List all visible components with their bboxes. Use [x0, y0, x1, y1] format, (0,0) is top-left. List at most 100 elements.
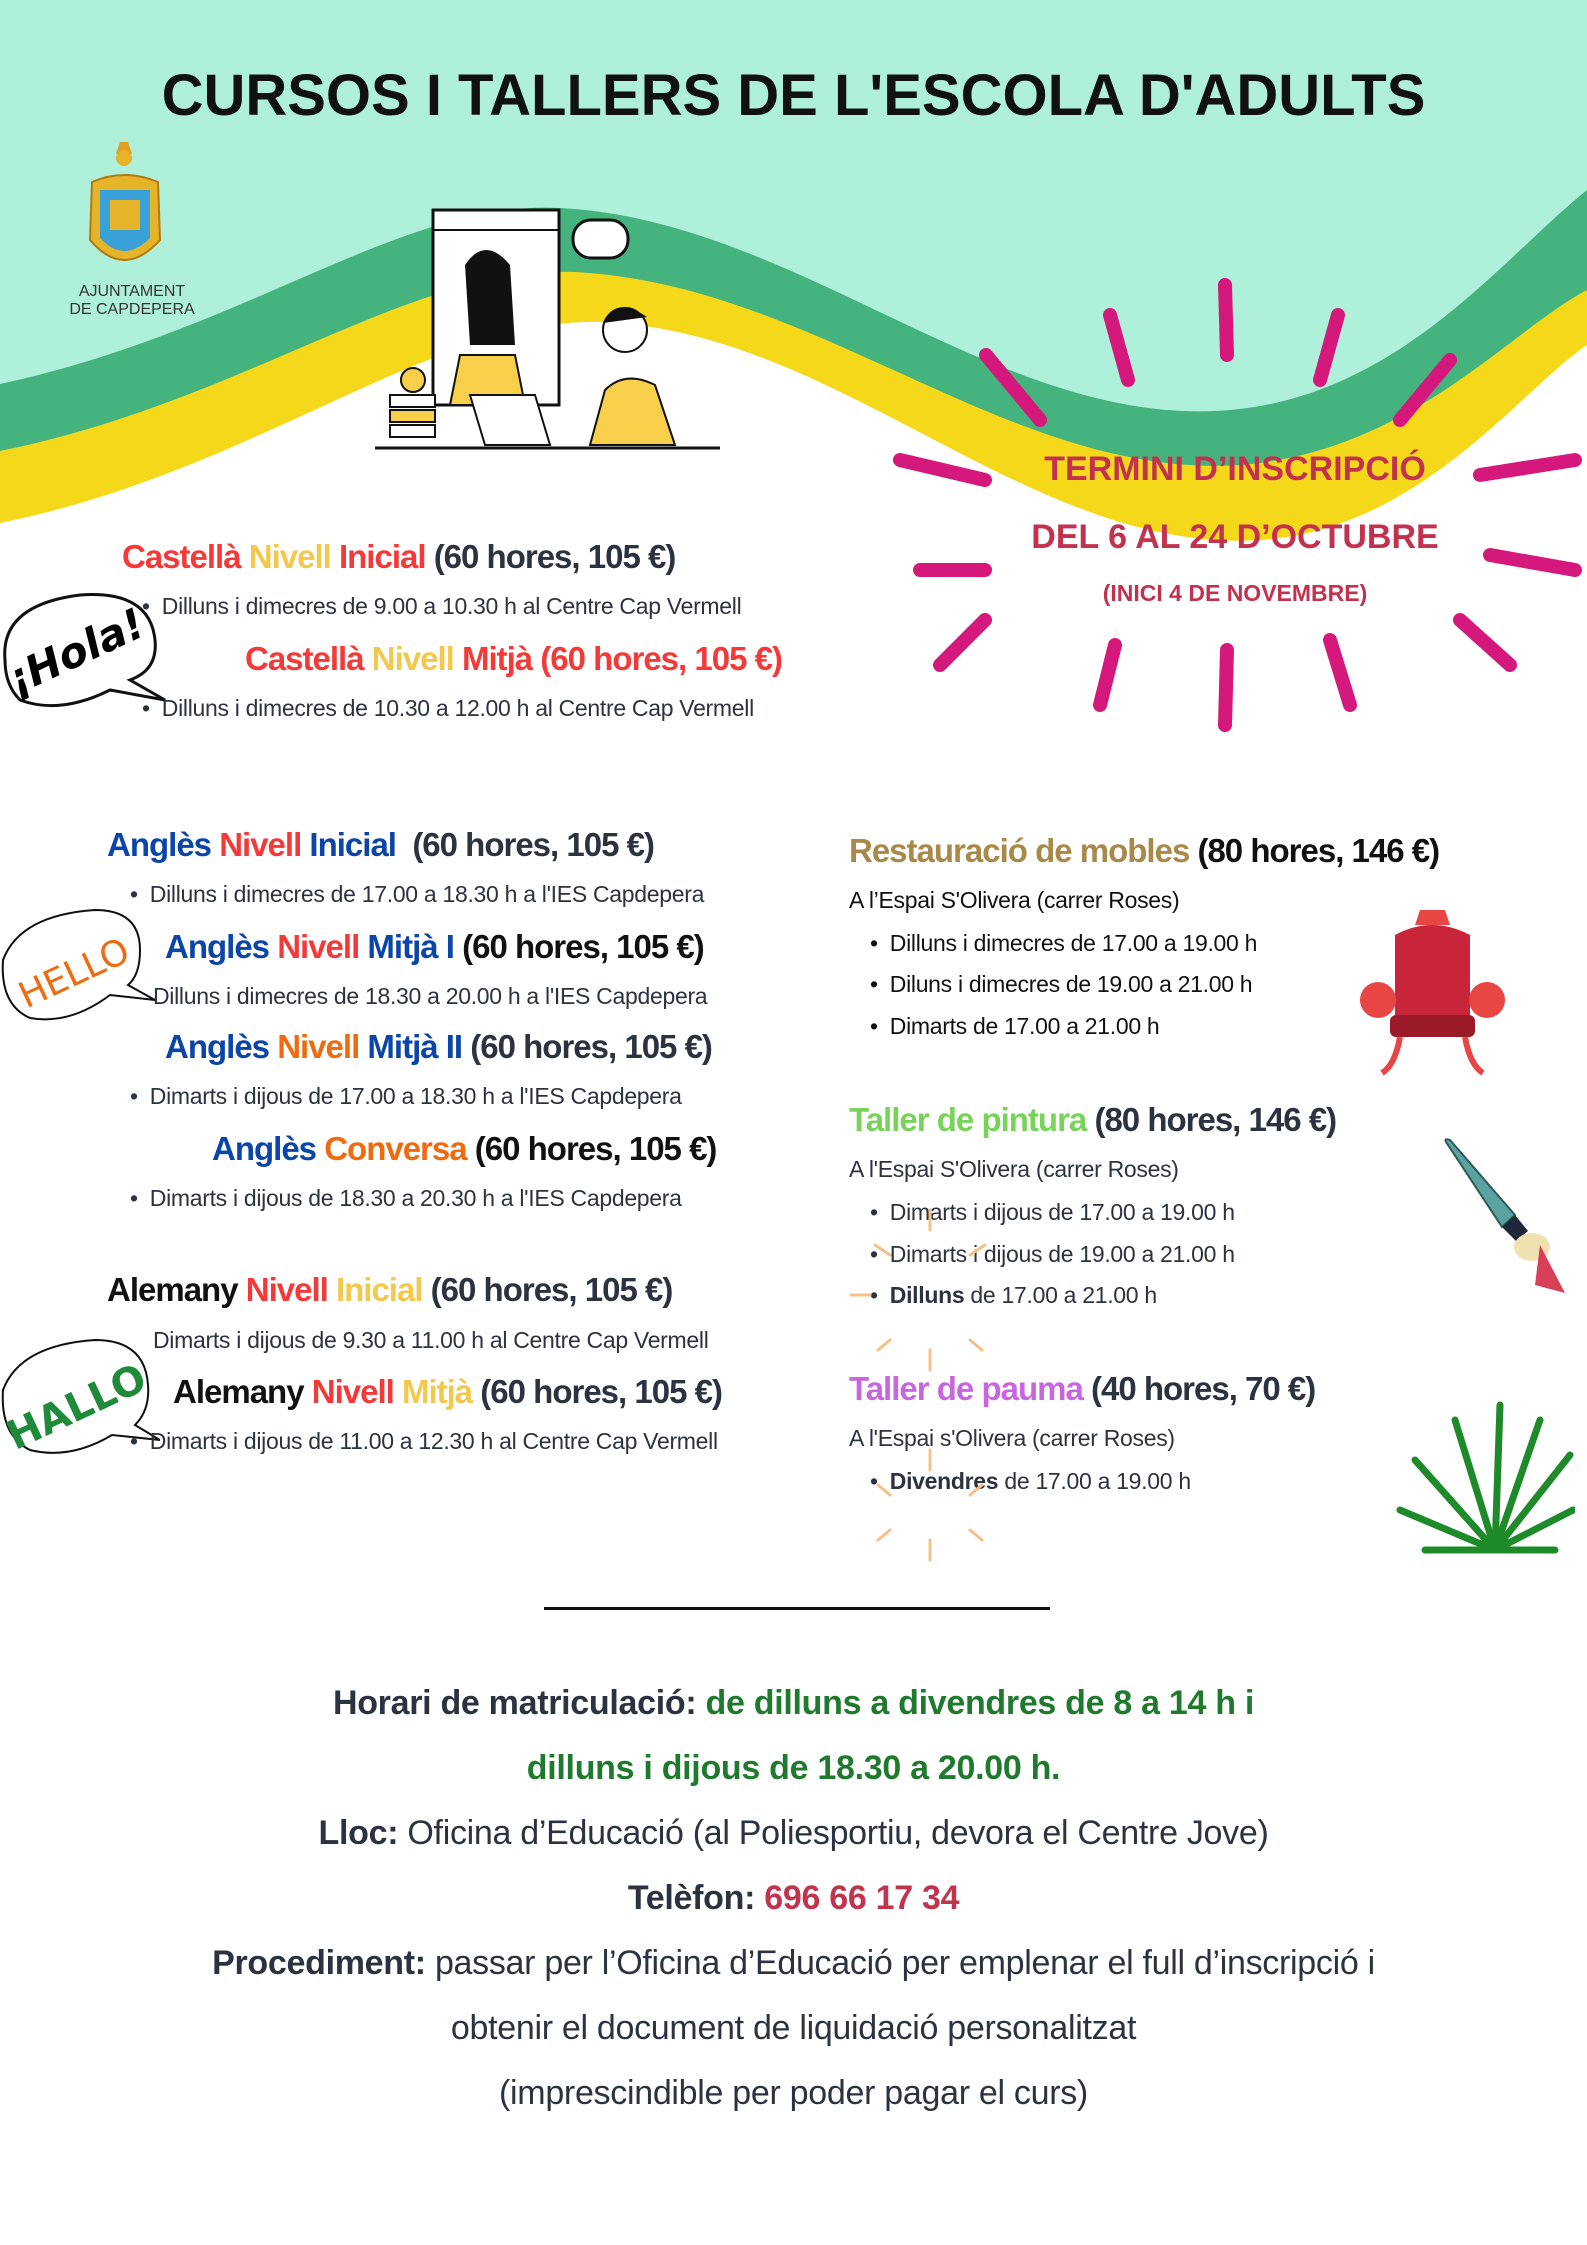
- workshop-session: Diluns i dimecres de 19.00 a 21.00 h: [870, 971, 1253, 998]
- workshop-palm-heading: Taller de pauma (40 hores, 70 €): [849, 1370, 1316, 1408]
- heading-part: Nivell: [245, 1271, 329, 1308]
- heading-part: Nivell: [277, 1028, 360, 1065]
- label: Horari de matriculació:: [332, 1684, 697, 1722]
- procedure-line2: obtenir el document de liquidació person…: [450, 2009, 1137, 2047]
- workshop-session: Dimarts de 17.00 a 21.00 h: [870, 1013, 1160, 1040]
- heading-price: (60 hores, 105 €): [433, 538, 677, 575]
- enrollment-schedule-line2: dilluns i dijous de 18.30 a 20.00 h.: [526, 1749, 1061, 1787]
- heading-part: Mitjà: [401, 1373, 473, 1410]
- sparkle-decorations: [850, 1208, 987, 1562]
- heading-part: Nivell: [248, 538, 332, 575]
- value: de dilluns a divendres de 8 a 14 h i: [696, 1684, 1255, 1722]
- heading-part: Mitjà I: [367, 928, 455, 965]
- workshop-session: Dimarts i dijous de 19.00 a 21.00 h: [870, 1241, 1235, 1268]
- workshop-price: (40 hores, 70 €): [1090, 1370, 1316, 1407]
- divider: [544, 1607, 1050, 1610]
- workshop-price: (80 hores, 146 €): [1197, 832, 1440, 869]
- hallo-speech-bubble: HALLO: [0, 1338, 160, 1459]
- heading-part: Anglès: [107, 826, 212, 863]
- heading-part: Nivell: [311, 1373, 395, 1410]
- enrollment-place: Lloc: Oficina d’Educació (al Poliesporti…: [0, 1814, 1587, 1853]
- logo-text: AJUNTAMENT DE CAPDEPERA: [52, 283, 212, 319]
- deadline-heading: TERMINI D’INSCRIPCIÓ: [1044, 450, 1426, 488]
- starburst-rays: [893, 278, 1582, 732]
- workshop-painting-heading: Taller de pintura (80 hores, 146 €): [849, 1101, 1337, 1139]
- heading-part: Nivell: [219, 826, 302, 863]
- workshop-name: Restauració de mobles: [849, 832, 1190, 869]
- heading-part: Anglès: [212, 1130, 317, 1167]
- session-time: de 17.00 a 19.00 h: [998, 1468, 1191, 1494]
- heading-price: (60 hores, 105 €): [470, 1028, 713, 1065]
- deadline-dates: DEL 6 AL 24 D’OCTUBRE: [1031, 518, 1439, 556]
- heading-part: Inicial: [309, 826, 397, 863]
- hola-speech-bubble: ¡Hola!: [0, 593, 166, 708]
- heading-part: Conversa: [324, 1130, 467, 1167]
- session-day: Divendres: [889, 1468, 999, 1494]
- course-schedule: Dimarts i dijous de 11.00 a 12.30 h al C…: [130, 1428, 718, 1455]
- heading-part: Anglès: [165, 928, 270, 965]
- hello-speech-bubble: HELLO: [1, 908, 156, 1021]
- workshop-session: Dilluns de 17.00 a 21.00 h: [870, 1282, 1157, 1309]
- course-german-beginner-heading: Alemany Nivell Inicial (60 hores, 105 €): [107, 1271, 674, 1309]
- phone-line: Telèfon: 696 66 17 34: [0, 1879, 1587, 1918]
- heading-part: Castellà: [245, 640, 365, 677]
- heading-price: (60 hores, 105 €): [462, 928, 705, 965]
- procedure-line: Procediment: passar per l’Oficina d’Educ…: [0, 1944, 1587, 1983]
- heading-part: Alemany: [173, 1373, 305, 1410]
- session-time: de 17.00 a 21.00 h: [964, 1282, 1157, 1308]
- heading-part: Alemany: [107, 1271, 239, 1308]
- workshop-name: Taller de pauma: [849, 1370, 1084, 1407]
- wave-background: [0, 0, 1587, 560]
- workshop-session: Dilluns i dimecres de 17.00 a 19.00 h: [870, 930, 1258, 957]
- course-english-intermediate2-heading: Anglès Nivell Mitjà II (60 hores, 105 €): [165, 1028, 713, 1066]
- course-schedule: Dimarts i dijous de 9.30 a 11.00 h al Ce…: [153, 1327, 709, 1353]
- workshop-place: A l'Espai S'Olivera (carrer Roses): [849, 1156, 1179, 1182]
- label: Lloc:: [318, 1814, 399, 1852]
- heading-part: Nivell: [371, 640, 455, 677]
- workshop-name: Taller de pintura: [849, 1101, 1087, 1138]
- page-title: CURSOS I TALLERS DE L'ESCOLA D'ADULTS: [161, 63, 1426, 128]
- deadline-start: (INICI 4 DE NOVEMBRE): [1102, 580, 1368, 606]
- value: Oficina d’Educació (al Poliesportiu, dev…: [398, 1814, 1269, 1852]
- workshop-place: A l'Espai s'Olivera (carrer Roses): [849, 1425, 1175, 1451]
- heading-part: Nivell: [277, 928, 360, 965]
- heading-part: Mitjà II: [367, 1028, 463, 1065]
- course-spanish-beginner-heading: Castellà Nivell Inicial (60 hores, 105 €…: [122, 538, 677, 576]
- heading-part: Inicial: [335, 1271, 424, 1308]
- heading-price: (60 hores, 105 €): [480, 1373, 723, 1410]
- phone-number: 696 66 17 34: [755, 1879, 960, 1917]
- enrollment-schedule: Horari de matriculació: de dilluns a div…: [0, 1684, 1587, 1723]
- heading-part: Castellà: [122, 538, 242, 575]
- course-english-conversation-heading: Anglès Conversa (60 hores, 105 €): [212, 1130, 718, 1168]
- logo-text-line2: DE CAPDEPERA: [69, 301, 195, 318]
- workshop-furniture-heading: Restauració de mobles (80 hores, 146 €): [849, 832, 1440, 870]
- session-day: Dilluns: [889, 1282, 965, 1308]
- course-schedule: Dilluns i dimecres de 9.00 a 10.30 h al …: [142, 593, 742, 620]
- course-english-intermediate1-heading: Anglès Nivell Mitjà I (60 hores, 105 €): [165, 928, 705, 966]
- heading-part: Inicial: [338, 538, 427, 575]
- workshop-price: (80 hores, 146 €): [1094, 1101, 1337, 1138]
- label: Telèfon:: [627, 1879, 756, 1917]
- value: passar per l’Oficina d’Educació per empl…: [425, 1944, 1375, 1982]
- armchair-illustration: [1360, 910, 1505, 1076]
- heading-part: Anglès: [165, 1028, 270, 1065]
- workshop-session: Divendres de 17.00 a 19.00 h: [870, 1468, 1191, 1495]
- coat-of-arms-logo: [88, 142, 162, 261]
- paintbrush-illustration: [1444, 1138, 1565, 1293]
- course-schedule: Dimarts i dijous de 18.30 a 20.30 h a l'…: [130, 1185, 682, 1212]
- course-english-beginner-heading: Anglès Nivell Inicial (60 hores, 105 €): [107, 826, 655, 864]
- course-schedule: Dilluns i dimecres de 10.30 a 12.00 h al…: [142, 695, 754, 722]
- workshop-place: A l’Espai S'Olivera (carrer Roses): [849, 887, 1180, 913]
- palm-leaf-illustration: [1396, 1401, 1575, 1554]
- heading-price: (60 hores, 105 €): [474, 1130, 718, 1167]
- online-study-illustration: [375, 208, 720, 450]
- label: Procediment:: [212, 1944, 426, 1982]
- logo-text-line1: AJUNTAMENT: [78, 283, 186, 300]
- course-spanish-intermediate-heading: Castellà Nivell Mitjà (60 hores, 105 €): [245, 640, 783, 678]
- heading-price: (60 hores, 105 €): [412, 826, 655, 863]
- procedure-line3: (imprescindible per poder pagar el curs): [499, 2074, 1088, 2112]
- course-german-intermediate-heading: Alemany Nivell Mitjà (60 hores, 105 €): [173, 1373, 723, 1411]
- heading-part: Mitjà (60 hores, 105 €): [461, 640, 783, 677]
- heading-price: (60 hores, 105 €): [430, 1271, 674, 1308]
- course-schedule: Dilluns i dimecres de 17.00 a 18.30 h a …: [130, 881, 705, 908]
